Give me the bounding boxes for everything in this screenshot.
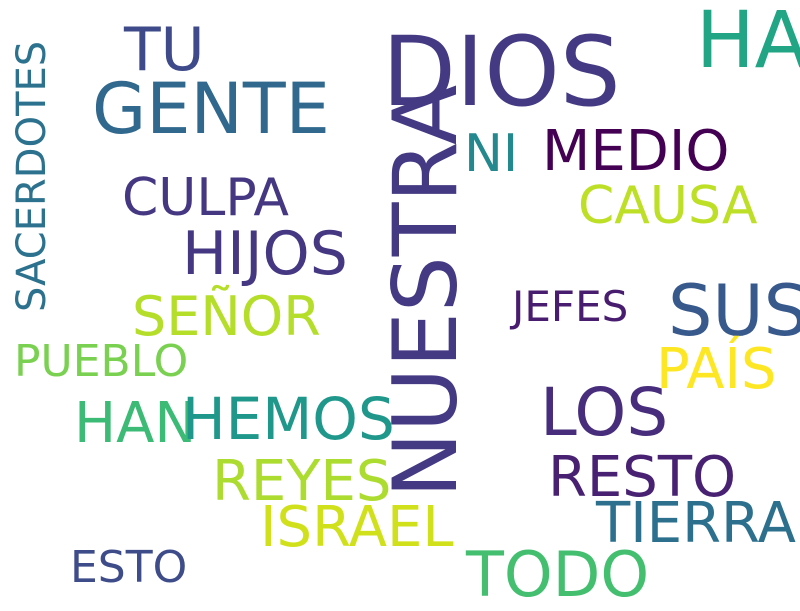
word-hemos: HEMOS [182, 385, 395, 453]
word-hijos: HIJOS [182, 219, 348, 289]
word-israel: ISRAEL [260, 495, 454, 560]
word-esto: ESTO [70, 542, 188, 593]
word-han: HAN [74, 391, 197, 456]
word-dios: DIOS [382, 16, 621, 128]
word-culpa: CULPA [122, 168, 289, 228]
word-tu: TU [124, 15, 205, 85]
word-jefes: JEFES [512, 282, 629, 331]
word-los: LOS [540, 374, 669, 451]
word-tierra: TIERRA [596, 491, 796, 556]
word-todo: TODO [466, 538, 650, 611]
word-sacerdotes: SACERDOTES [9, 40, 55, 312]
word-ni: NI [464, 124, 519, 184]
word-causa: CAUSA [578, 176, 758, 236]
word-pais: PAÍS [656, 337, 777, 402]
word-reyes: REYES [212, 449, 392, 514]
word-gente: GENTE [92, 68, 330, 150]
word-resto: RESTO [548, 445, 737, 510]
word-ha: HA [696, 0, 800, 86]
word-nuestra: NUESTRA [374, 84, 477, 498]
word-senor: SEÑOR [132, 285, 321, 348]
word-medio: MEDIO [542, 119, 730, 184]
word-sus: SUS [668, 270, 800, 352]
word-pueblo: PUEBLO [14, 336, 189, 387]
